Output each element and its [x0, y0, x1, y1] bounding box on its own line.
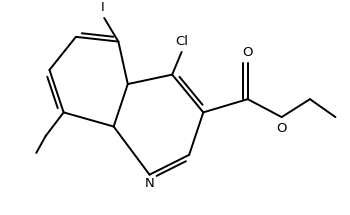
Text: O: O	[243, 46, 253, 58]
Text: Cl: Cl	[175, 35, 188, 48]
Text: N: N	[145, 178, 154, 190]
Text: I: I	[100, 1, 104, 14]
Text: O: O	[276, 122, 287, 135]
